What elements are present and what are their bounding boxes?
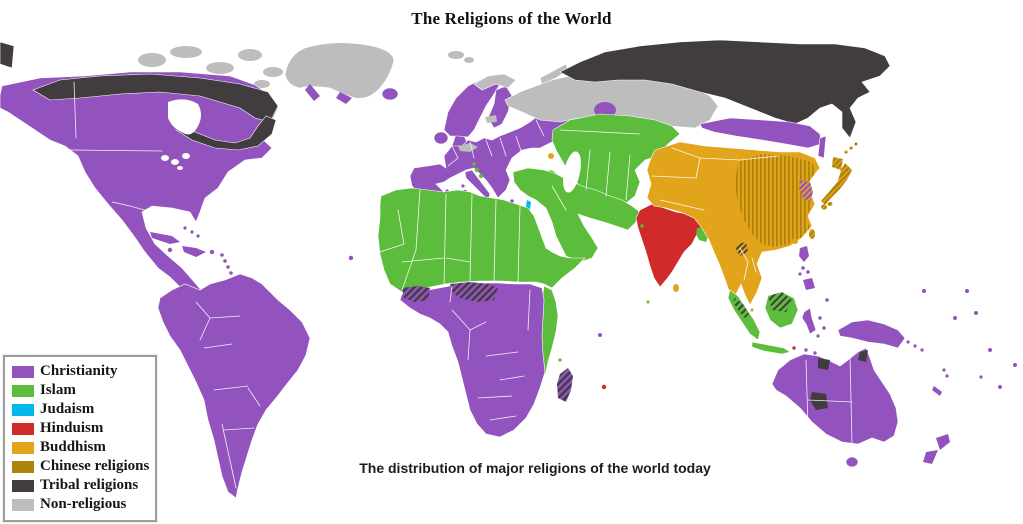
region-japan (821, 157, 852, 210)
legend-row-chinese-religions: Chinese religions (12, 457, 150, 476)
region-svalbard (448, 51, 474, 63)
region-arctic-islands (138, 46, 283, 88)
region-borneo-north-mixed (768, 292, 792, 312)
region-sumatra-buddhist-spot (750, 308, 754, 312)
legend-row-tribal-religions: Tribal religions (12, 476, 150, 495)
legend-row-non-religious: Non-religious (12, 495, 150, 514)
region-russia-north (504, 69, 719, 129)
region-czechia (458, 143, 478, 152)
map-subtitle: The distribution of major religions of t… (359, 460, 711, 476)
region-south-america (157, 273, 311, 499)
region-middle-east (512, 167, 641, 263)
legend-box: Christianity Islam Judaism Hinduism Budd… (2, 354, 158, 523)
region-malay-peninsula-mixed (733, 298, 749, 318)
legend-label: Islam (40, 382, 76, 398)
legend-row-buddhism: Buddhism (12, 438, 150, 457)
region-korea (799, 180, 813, 202)
region-sri-lanka (673, 284, 679, 292)
legend-label: Judaism (40, 401, 95, 417)
great-lakes (161, 153, 190, 170)
christianity-swatch (12, 365, 34, 378)
region-greenland-coast (305, 84, 352, 104)
region-taiwan (809, 229, 815, 239)
legend-label: Buddhism (40, 439, 106, 455)
region-greenland (284, 42, 395, 99)
region-moluccas (816, 298, 829, 338)
region-sakhalin (817, 135, 827, 159)
region-mauritius (601, 384, 607, 390)
region-tasmania (845, 456, 859, 468)
region-kuril-islands (844, 142, 858, 154)
region-siberia-tribal (559, 39, 891, 139)
region-iceland (381, 87, 399, 101)
legend-label: Hinduism (40, 420, 104, 436)
region-hainan (792, 238, 798, 244)
judaism-swatch (12, 403, 34, 416)
region-estonia (485, 115, 497, 123)
region-australia-tribal-patches (810, 350, 868, 410)
legend-label: Tribal religions (40, 477, 139, 493)
region-scandinavia-north (473, 73, 517, 91)
caspian-sea (563, 151, 581, 193)
region-bali (792, 346, 796, 350)
legend-label: Christianity (40, 363, 118, 379)
region-balkan-islam-spots (472, 162, 484, 179)
region-sub-saharan-africa (399, 282, 546, 438)
region-lesser-sunda (804, 348, 817, 355)
region-java (751, 341, 791, 355)
tribal-religions-swatch (12, 479, 34, 492)
hinduism-swatch (12, 422, 34, 435)
region-laos-spot (736, 242, 748, 256)
region-caribbean (150, 226, 235, 281)
region-chukotka-wrap (0, 41, 15, 69)
legend-row-christianity: Christianity (12, 362, 150, 381)
islam-swatch (12, 384, 34, 397)
region-philippines (798, 246, 815, 290)
legend-row-judaism: Judaism (12, 400, 150, 419)
chinese-religions-swatch (12, 460, 34, 473)
legend-label: Chinese religions (40, 458, 150, 474)
country-borders (69, 81, 853, 489)
page-title: The Religions of the World (411, 9, 612, 28)
region-maldives (646, 300, 650, 304)
region-west-africa-mixed (402, 282, 498, 302)
region-punjab-spot (640, 224, 644, 228)
region-african-islands-christian (348, 255, 602, 337)
buddhism-swatch (12, 441, 34, 454)
hudson-bay (168, 99, 201, 135)
region-east-china-mixed (735, 154, 816, 247)
region-amur-region (699, 117, 822, 149)
non-religious-swatch (12, 498, 34, 511)
region-pacific-islands (900, 289, 1017, 396)
region-australia (771, 347, 899, 445)
region-north-africa (377, 187, 586, 293)
region-hudson-arc-tribal (175, 115, 277, 151)
region-new-guinea (837, 319, 906, 349)
region-comoros (558, 358, 562, 362)
legend-row-islam: Islam (12, 381, 150, 400)
region-sulawesi (801, 307, 817, 335)
legend-row-hinduism: Hinduism (12, 419, 150, 438)
region-madagascar (557, 368, 573, 402)
region-new-zealand (923, 434, 950, 464)
region-kalmykia-spot (548, 153, 554, 159)
legend-label: Non-religious (40, 496, 127, 512)
